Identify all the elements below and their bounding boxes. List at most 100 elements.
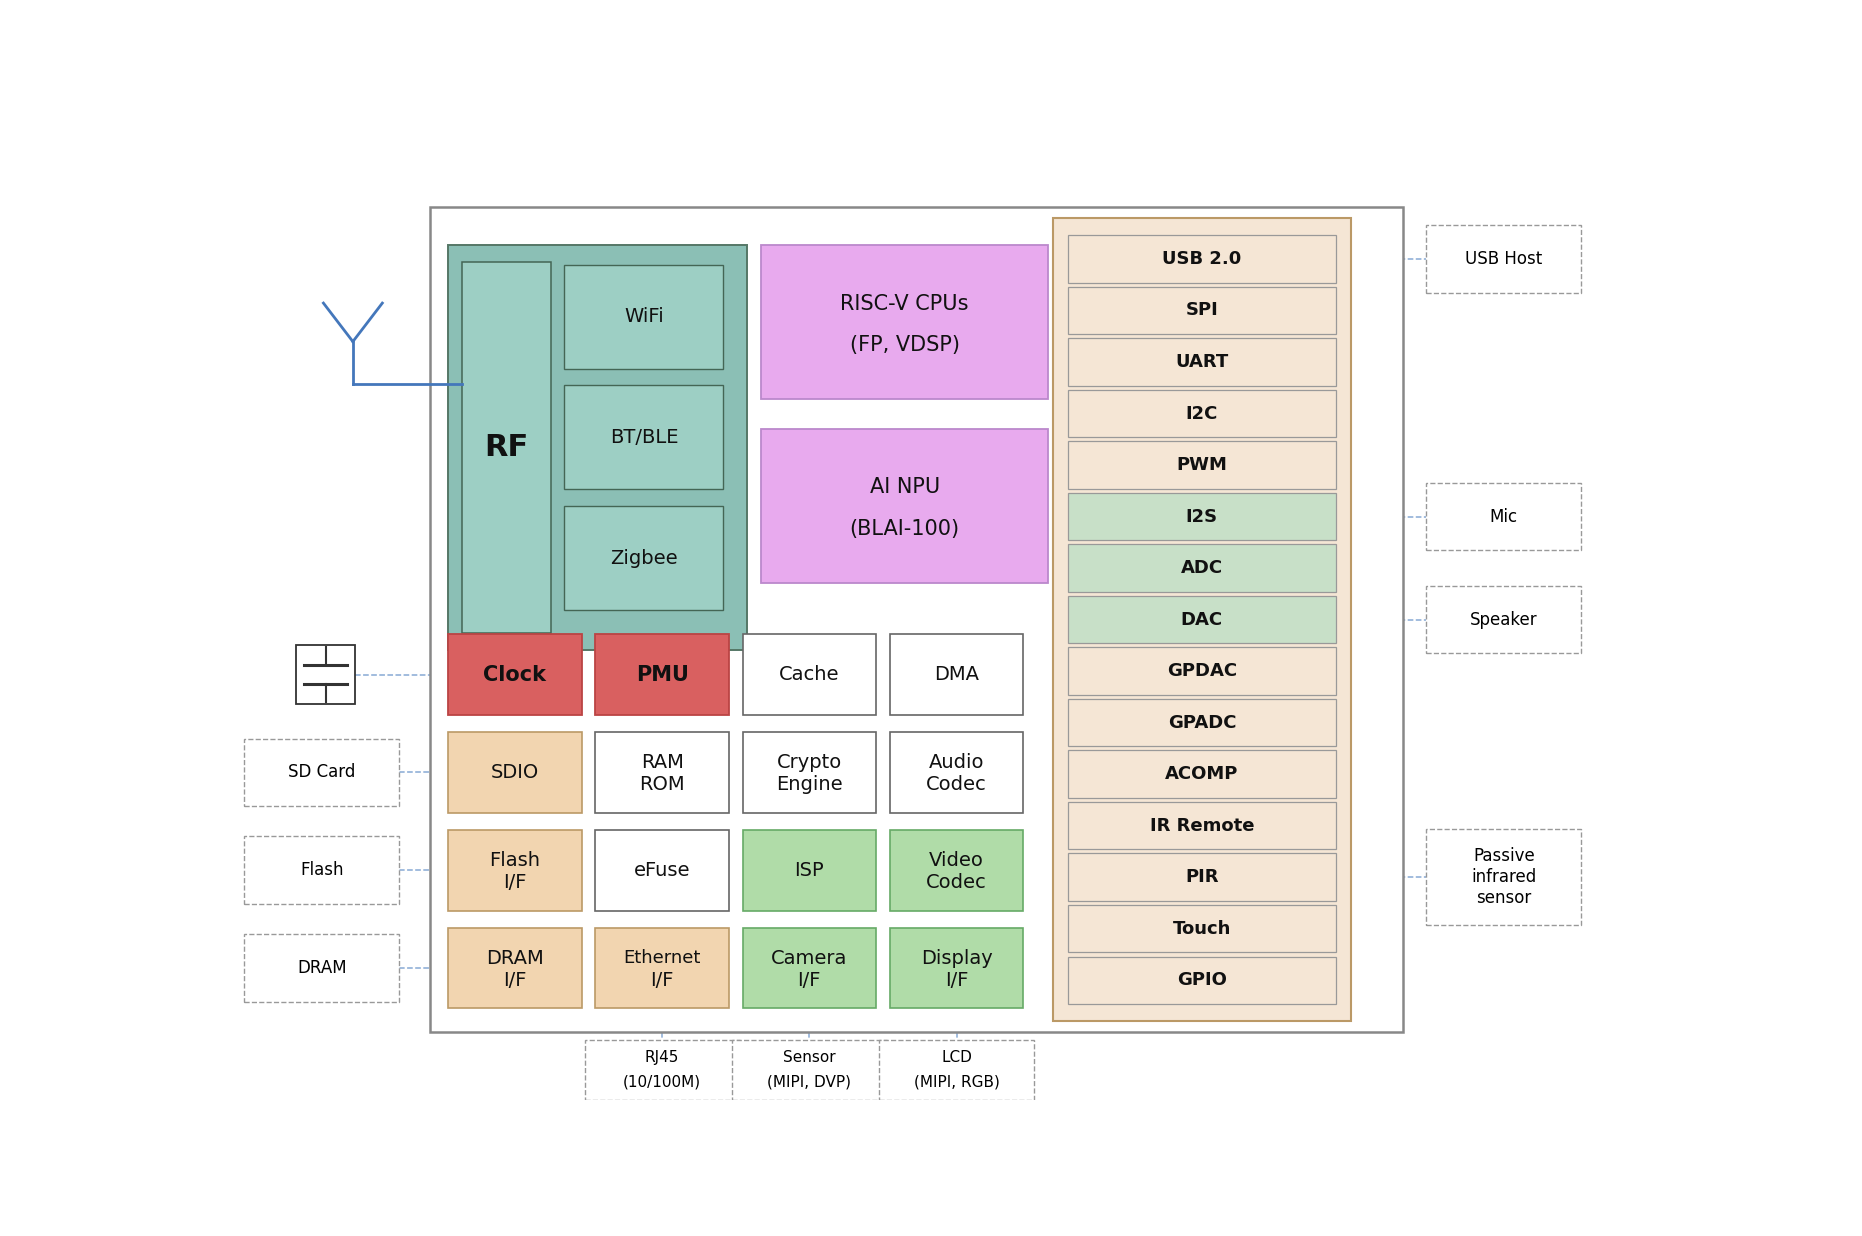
Bar xyxy=(743,829,875,911)
Bar xyxy=(890,927,1024,1009)
Bar xyxy=(430,206,1402,1032)
Text: SDIO: SDIO xyxy=(492,763,538,782)
Text: Engine: Engine xyxy=(776,775,843,794)
Bar xyxy=(1426,225,1581,293)
Bar xyxy=(743,927,875,1009)
Bar xyxy=(1052,219,1352,1021)
Text: I2S: I2S xyxy=(1186,508,1218,525)
Text: LCD: LCD xyxy=(940,1051,972,1065)
Bar xyxy=(449,732,581,813)
Text: (MIPI, DVP): (MIPI, DVP) xyxy=(767,1074,851,1089)
Bar xyxy=(1069,596,1335,643)
Bar xyxy=(1069,750,1335,797)
Bar xyxy=(1426,482,1581,550)
Text: Touch: Touch xyxy=(1173,920,1231,938)
Text: USB 2.0: USB 2.0 xyxy=(1162,250,1242,268)
Bar xyxy=(732,1039,886,1100)
Text: Codec: Codec xyxy=(925,775,987,794)
Bar xyxy=(890,634,1024,716)
Bar xyxy=(743,634,875,716)
Bar xyxy=(762,245,1048,399)
Bar xyxy=(244,934,398,1002)
Text: Display: Display xyxy=(920,949,992,968)
Bar xyxy=(244,739,398,806)
Text: ACOMP: ACOMP xyxy=(1166,765,1238,784)
Bar xyxy=(449,829,581,911)
Text: I/F: I/F xyxy=(650,970,674,990)
Text: I2C: I2C xyxy=(1186,404,1218,423)
Bar xyxy=(1069,854,1335,901)
Bar xyxy=(564,507,722,611)
Text: UART: UART xyxy=(1175,353,1229,371)
Bar xyxy=(564,386,722,489)
Bar xyxy=(449,927,581,1009)
Text: DRAM: DRAM xyxy=(486,949,544,968)
Text: I/F: I/F xyxy=(503,970,527,990)
Text: Camera: Camera xyxy=(771,949,847,968)
Text: Ethernet: Ethernet xyxy=(624,949,700,968)
Text: DMA: DMA xyxy=(935,665,979,684)
Bar xyxy=(1069,802,1335,849)
Bar xyxy=(762,429,1048,582)
Text: GPIO: GPIO xyxy=(1177,971,1227,989)
Text: GPADC: GPADC xyxy=(1167,713,1236,732)
Text: Passive: Passive xyxy=(1473,847,1534,865)
Bar xyxy=(449,245,747,650)
Bar xyxy=(585,1039,739,1100)
Text: (10/100M): (10/100M) xyxy=(624,1074,702,1089)
Bar xyxy=(1069,493,1335,540)
Text: Clock: Clock xyxy=(484,665,546,685)
Text: Flash: Flash xyxy=(300,861,344,879)
Text: I/F: I/F xyxy=(944,970,968,990)
Bar xyxy=(1069,441,1335,488)
Bar xyxy=(1069,648,1335,695)
Bar xyxy=(596,634,728,716)
Text: RJ45: RJ45 xyxy=(644,1051,680,1065)
Text: ISP: ISP xyxy=(795,860,825,880)
Text: Crypto: Crypto xyxy=(776,753,842,772)
Text: Video: Video xyxy=(929,852,983,870)
Bar xyxy=(1426,586,1581,654)
Bar xyxy=(1069,235,1335,283)
Text: Audio: Audio xyxy=(929,753,985,772)
Text: I/F: I/F xyxy=(503,873,527,892)
Text: Sensor: Sensor xyxy=(784,1051,836,1065)
Bar xyxy=(890,829,1024,911)
Text: AI NPU: AI NPU xyxy=(870,477,940,497)
Text: (BLAI-100): (BLAI-100) xyxy=(849,519,959,539)
Bar xyxy=(1069,698,1335,747)
Bar xyxy=(1069,905,1335,952)
Text: infrared: infrared xyxy=(1471,868,1536,886)
Bar xyxy=(596,829,728,911)
Text: GPDAC: GPDAC xyxy=(1167,662,1236,680)
Text: SPI: SPI xyxy=(1186,302,1218,319)
Text: RF: RF xyxy=(484,433,529,462)
Text: Cache: Cache xyxy=(778,665,840,684)
Bar xyxy=(296,645,356,703)
Text: DAC: DAC xyxy=(1181,611,1223,629)
Bar xyxy=(890,732,1024,813)
Bar xyxy=(1069,957,1335,1004)
Text: eFuse: eFuse xyxy=(633,860,691,880)
Bar xyxy=(564,265,722,368)
Text: Flash: Flash xyxy=(490,852,540,870)
Text: BT/BLE: BT/BLE xyxy=(609,428,678,447)
Bar xyxy=(1426,829,1581,926)
Text: ROM: ROM xyxy=(639,775,685,794)
Bar xyxy=(596,927,728,1009)
Bar xyxy=(743,732,875,813)
Text: (FP, VDSP): (FP, VDSP) xyxy=(849,335,959,356)
Bar xyxy=(879,1039,1033,1100)
Bar xyxy=(449,634,581,716)
Text: Speaker: Speaker xyxy=(1469,611,1538,629)
Text: Codec: Codec xyxy=(925,873,987,892)
Text: PMU: PMU xyxy=(635,665,689,685)
Text: USB Host: USB Host xyxy=(1465,250,1542,268)
Text: RISC-V CPUs: RISC-V CPUs xyxy=(840,294,968,314)
Text: ADC: ADC xyxy=(1181,559,1223,577)
Text: RAM: RAM xyxy=(641,753,683,772)
Bar xyxy=(596,732,728,813)
Text: I/F: I/F xyxy=(797,970,821,990)
Text: IR Remote: IR Remote xyxy=(1149,817,1255,834)
Bar xyxy=(1069,544,1335,592)
